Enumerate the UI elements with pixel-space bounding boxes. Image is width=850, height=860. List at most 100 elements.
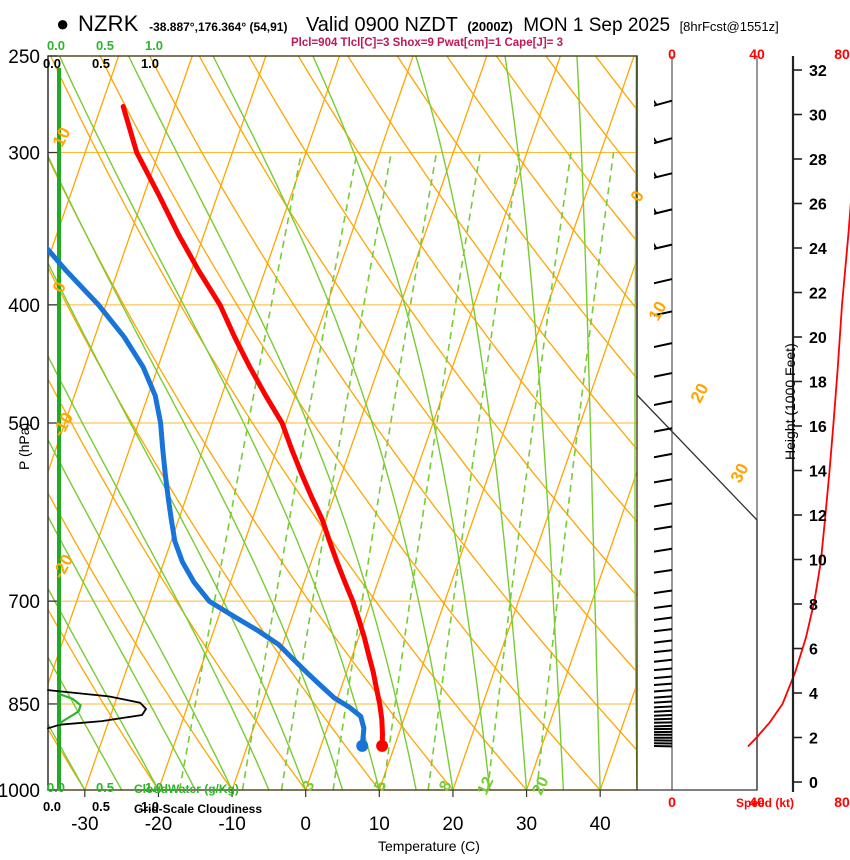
header-line: ● NZRK -38.887°,176.364° (54,91) Valid 0… (56, 11, 779, 37)
wind-barb (654, 744, 673, 748)
speed-tick-label-top: 40 (749, 46, 765, 62)
temperature-axis-title: Temperature (C) (378, 838, 480, 854)
wind-barb (654, 709, 673, 713)
wind-barb (654, 736, 672, 739)
dry-adiabat-label-left: 10 (49, 124, 75, 150)
wind-barb (654, 452, 673, 459)
pressure-tick-label: 1000 (0, 781, 40, 802)
pressure-tick-label: 300 (8, 144, 40, 165)
wind-barb (654, 714, 673, 717)
cloudwater-tick-label-bottom: 0.5 (96, 780, 114, 795)
wind-barb (654, 730, 673, 734)
speed-tick-label-bottom: 80 (834, 794, 850, 810)
height-tick-label: 6 (809, 642, 818, 659)
wind-barb (654, 742, 673, 745)
wind-barb (654, 628, 673, 633)
wind-barb (654, 727, 673, 731)
grid-group (48, 56, 637, 790)
wind-barb (654, 171, 673, 179)
cloudwater-legend-label: CloudWater (g/Kg) (134, 782, 239, 796)
wind-barb (654, 695, 673, 699)
speed-tick-label-top: 0 (668, 46, 676, 62)
cloudiness-tick-label-top: 0.5 (92, 56, 110, 71)
wind-barb (654, 207, 673, 215)
dry-adiabat-label-right: 30 (727, 460, 753, 486)
wind-speed-curve (747, 202, 850, 747)
temperature-tick-label: -20 (145, 814, 172, 835)
temperature-tick-label: 20 (442, 814, 463, 835)
wind-barb (654, 733, 672, 736)
cloudiness-profile (47, 689, 147, 730)
wind-barb (654, 569, 673, 574)
height-tick-label: 22 (809, 286, 827, 303)
wind-barb (654, 616, 673, 621)
valid-time-zulu: (2000Z) (467, 19, 513, 34)
height-tick-label: 14 (809, 464, 827, 481)
wind-barb (654, 724, 673, 728)
wind-barb (654, 427, 673, 433)
temperature-tick-label: -30 (71, 814, 98, 835)
pressure-tick-label: 700 (8, 592, 40, 613)
wind-barb (654, 658, 673, 663)
pressure-tick-label: 400 (8, 296, 40, 317)
height-tick-label: 10 (809, 553, 827, 570)
wind-barb (654, 478, 673, 484)
temperature-tick-label: 10 (369, 814, 390, 835)
temperature-tick-label: 30 (516, 814, 537, 835)
height-tick-label: 24 (809, 241, 827, 258)
wind-barb (654, 242, 673, 250)
forecast-info: [8hrFcst@1551z] (679, 19, 779, 34)
wind-barb (654, 400, 673, 407)
cloudiness-tick-label-top: 0.0 (43, 56, 61, 71)
valid-time: Valid 0900 NZDT (305, 14, 458, 36)
data-group (48, 104, 389, 752)
wind-barb (654, 547, 673, 553)
speed-axis-title: Speed (kt) (736, 796, 795, 810)
height-tick-label: 32 (809, 63, 827, 80)
wind-barb (654, 604, 673, 610)
valid-date: MON 1 Sep 2025 (523, 15, 671, 36)
cloudwater-tick-label-top: 0.0 (47, 38, 65, 53)
height-tick-label: 30 (809, 108, 827, 125)
sounding-parameters: Plcl=904 Tlcl[C]=3 Shox=9 Pwat[cm]=1 Cap… (291, 37, 563, 49)
pressure-tick-label: 850 (8, 695, 40, 716)
station-bullet-icon: ● (56, 11, 70, 36)
cloudiness-tick-label-bottom: 0.0 (43, 799, 61, 814)
pressure-axis-title: P (hPa) (16, 422, 32, 470)
dewpoint-curve (48, 245, 367, 749)
wind-barb (654, 682, 673, 687)
cloudwater-tick-label-bottom: 1.0 (145, 780, 163, 795)
height-tick-label: 12 (809, 508, 827, 525)
pressure-tick-label: 500 (8, 414, 40, 435)
temperature-tick-label: 40 (590, 814, 611, 835)
mixing-ratio-label: 20 (529, 774, 552, 798)
height-tick-label: 20 (809, 330, 827, 347)
wind-barb (654, 639, 673, 644)
height-tick-label: 26 (809, 197, 827, 214)
temperature-tick-label: -10 (218, 814, 245, 835)
wind-barb (654, 739, 673, 742)
wind-barb-group (654, 99, 673, 748)
wind-barb (654, 310, 673, 317)
cloudwater-tick-label-top: 1.0 (145, 38, 163, 53)
cloudiness-tick-label-bottom: 0.5 (92, 799, 110, 814)
wind-barb (654, 136, 673, 145)
wind-barb (654, 705, 673, 709)
wind-barb (654, 675, 673, 680)
wind-barb (654, 721, 673, 724)
pressure-tick-label: 250 (8, 47, 40, 68)
wind-barb (654, 589, 673, 595)
wind-barb (654, 667, 673, 672)
height-tick-label: 28 (809, 152, 827, 169)
wind-barb (654, 700, 673, 704)
height-tick-label: 8 (809, 597, 818, 614)
cloudwater-tick-label-top: 0.5 (96, 38, 114, 53)
cloudiness-tick-label-bottom: 1.0 (141, 799, 159, 814)
height-tick-label: 18 (809, 375, 827, 392)
wind-barb (654, 342, 673, 349)
dry-adiabat-label-left: -10 (49, 409, 77, 440)
station-id: NZRK (77, 11, 139, 36)
wind-barb (654, 717, 673, 721)
